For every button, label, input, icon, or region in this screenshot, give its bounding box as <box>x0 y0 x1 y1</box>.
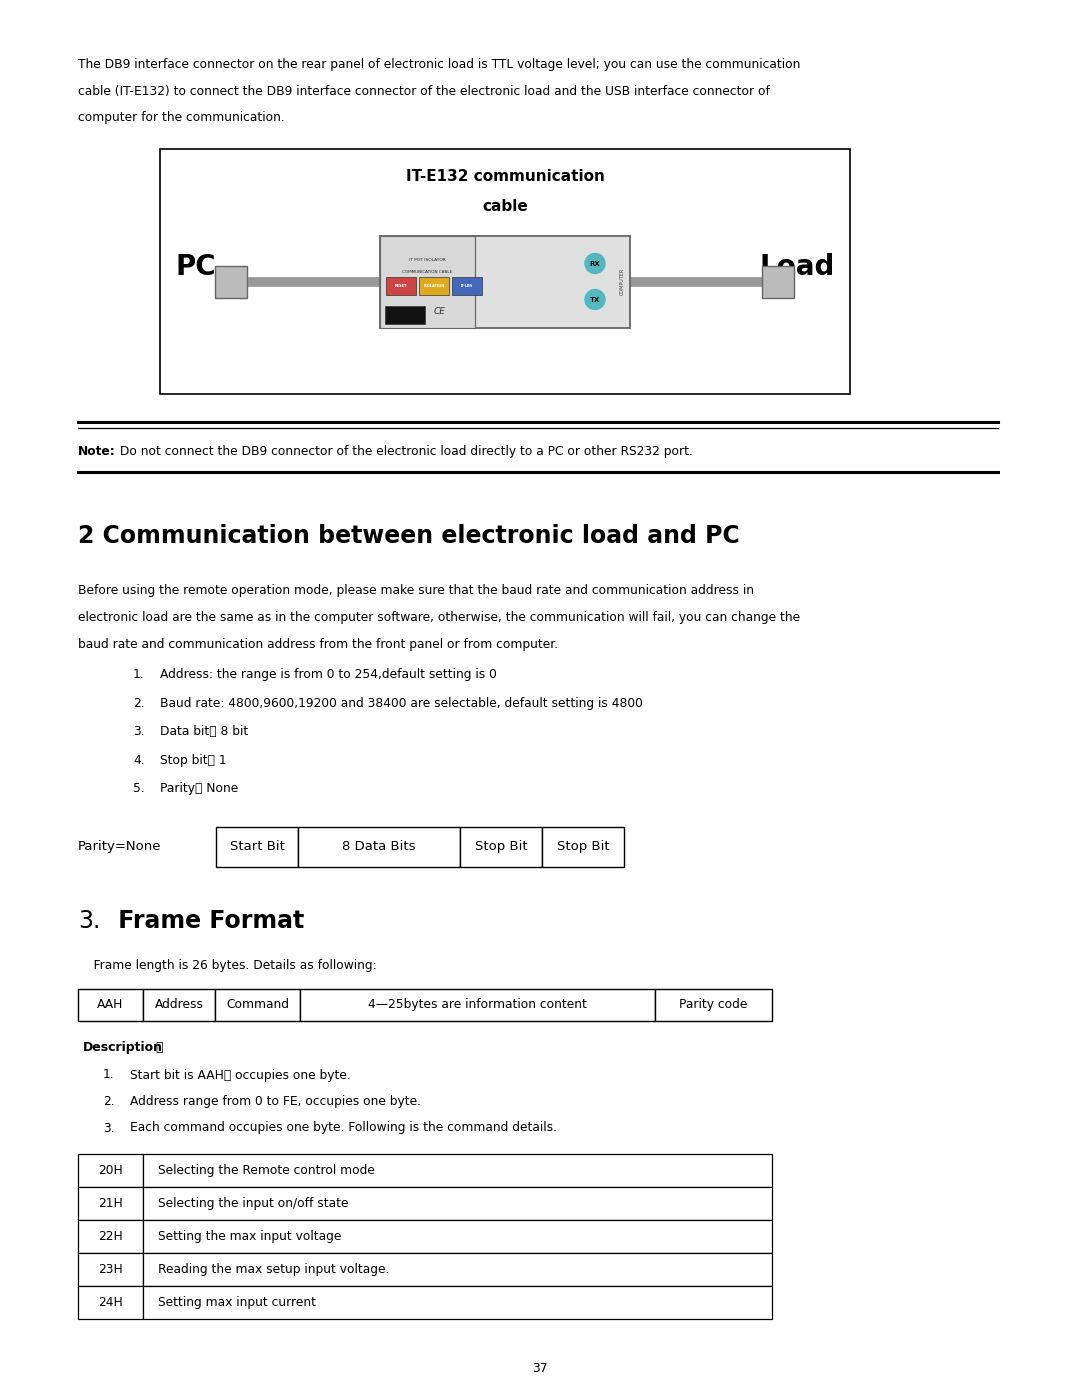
Text: The DB9 interface connector on the rear panel of electronic load is TTL voltage : The DB9 interface connector on the rear … <box>78 59 800 71</box>
Bar <box>215 989 300 1020</box>
Bar <box>143 1154 772 1187</box>
Text: cable: cable <box>482 198 528 214</box>
Bar <box>160 149 850 394</box>
Text: 3.: 3. <box>103 1122 114 1134</box>
Bar <box>78 1154 143 1187</box>
Bar <box>143 989 215 1020</box>
Bar <box>762 265 794 298</box>
Text: TX: TX <box>590 296 600 303</box>
Bar <box>78 989 143 1020</box>
Text: RESET: RESET <box>395 284 407 288</box>
Text: 2.: 2. <box>133 697 145 710</box>
Text: 1.: 1. <box>103 1069 114 1081</box>
Text: Stop Bit: Stop Bit <box>475 840 527 854</box>
Text: 5.: 5. <box>133 782 145 795</box>
Bar <box>143 1253 772 1287</box>
Bar <box>453 277 482 295</box>
Text: 37: 37 <box>532 1362 548 1376</box>
Text: 2 Communication between electronic load and PC: 2 Communication between electronic load … <box>78 524 740 548</box>
Text: 4.: 4. <box>133 753 145 767</box>
Text: Description: Description <box>83 1041 163 1053</box>
Text: Parity： None: Parity： None <box>160 782 239 795</box>
Bar <box>300 989 654 1020</box>
Text: AAH: AAH <box>97 997 124 1011</box>
Bar <box>78 1253 143 1287</box>
Text: Frame length is 26 bytes. Details as following:: Frame length is 26 bytes. Details as fol… <box>78 958 377 971</box>
Text: Baud rate: 4800,9600,19200 and 38400 are selectable, default setting is 4800: Baud rate: 4800,9600,19200 and 38400 are… <box>160 697 643 710</box>
Bar <box>215 265 247 298</box>
Circle shape <box>585 289 605 310</box>
Text: Start bit is AAH， occupies one byte.: Start bit is AAH， occupies one byte. <box>130 1069 351 1081</box>
Text: 24H: 24H <box>98 1296 123 1309</box>
Text: 20H: 20H <box>98 1164 123 1178</box>
Text: Frame Format: Frame Format <box>110 908 305 933</box>
Text: Selecting the Remote control mode: Selecting the Remote control mode <box>158 1164 375 1178</box>
Text: Each command occupies one byte. Following is the command details.: Each command occupies one byte. Followin… <box>130 1122 557 1134</box>
Text: Reading the max setup input voltage.: Reading the max setup input voltage. <box>158 1263 390 1275</box>
Bar <box>380 236 475 327</box>
Text: IT-LBS: IT-LBS <box>461 284 473 288</box>
Text: baud rate and communication address from the front panel or from computer.: baud rate and communication address from… <box>78 638 558 651</box>
Text: 23H: 23H <box>98 1263 123 1275</box>
Bar <box>298 827 460 866</box>
Text: COMPUTER: COMPUTER <box>620 268 624 295</box>
Bar <box>419 277 449 295</box>
Bar <box>143 1287 772 1319</box>
Text: 3.: 3. <box>133 725 145 738</box>
Text: Before using the remote operation mode, please make sure that the baud rate and : Before using the remote operation mode, … <box>78 584 754 597</box>
Text: Load: Load <box>759 253 835 281</box>
Bar <box>78 1187 143 1220</box>
Text: PC: PC <box>175 253 216 281</box>
Text: cable (IT-E132) to connect the DB9 interface connector of the electronic load an: cable (IT-E132) to connect the DB9 inter… <box>78 84 770 98</box>
Text: computer for the communication.: computer for the communication. <box>78 110 285 124</box>
Text: 2.: 2. <box>103 1095 114 1108</box>
Text: 8 Data Bits: 8 Data Bits <box>342 840 416 854</box>
Text: Data bit： 8 bit: Data bit： 8 bit <box>160 725 248 738</box>
Text: electronic load are the same as in the computer software, otherwise, the communi: electronic load are the same as in the c… <box>78 610 800 624</box>
Bar <box>143 1220 772 1253</box>
Text: IT POT ISOLATOR: IT POT ISOLATOR <box>409 257 446 261</box>
Text: COMMUNICATION CABLE: COMMUNICATION CABLE <box>403 270 453 274</box>
Text: Start Bit: Start Bit <box>230 840 284 854</box>
Text: Setting max input current: Setting max input current <box>158 1296 316 1309</box>
Bar <box>654 989 772 1020</box>
Text: Setting the max input voltage: Setting the max input voltage <box>158 1229 341 1243</box>
Bar <box>542 827 624 866</box>
Text: Address range from 0 to FE, occupies one byte.: Address range from 0 to FE, occupies one… <box>130 1095 421 1108</box>
Bar <box>216 827 298 866</box>
Text: 4—25bytes are information content: 4—25bytes are information content <box>368 997 586 1011</box>
Bar <box>78 1287 143 1319</box>
Bar <box>380 236 630 327</box>
Bar <box>386 277 416 295</box>
Text: 1.: 1. <box>133 668 145 680</box>
Text: RX: RX <box>590 260 600 267</box>
Text: Stop Bit: Stop Bit <box>556 840 609 854</box>
Text: CE: CE <box>433 307 445 316</box>
Text: 21H: 21H <box>98 1197 123 1210</box>
Bar <box>384 306 426 324</box>
Bar <box>78 1220 143 1253</box>
Text: Address: Address <box>154 997 203 1011</box>
Text: Parity code: Parity code <box>679 997 747 1011</box>
Text: Stop bit： 1: Stop bit： 1 <box>160 753 227 767</box>
Text: 3.: 3. <box>78 908 100 933</box>
Text: Selecting the input on/off state: Selecting the input on/off state <box>158 1197 349 1210</box>
Circle shape <box>585 253 605 274</box>
Text: Parity=None: Parity=None <box>78 840 162 854</box>
Text: ISOLATION: ISOLATION <box>423 284 445 288</box>
Text: Note:: Note: <box>78 446 116 458</box>
Text: Do not connect the DB9 connector of the electronic load directly to a PC or othe: Do not connect the DB9 connector of the … <box>116 446 693 458</box>
Bar <box>460 827 542 866</box>
Text: ：: ： <box>152 1041 164 1053</box>
Text: Command: Command <box>226 997 289 1011</box>
Text: 22H: 22H <box>98 1229 123 1243</box>
Bar <box>143 1187 772 1220</box>
Text: Address: the range is from 0 to 254,default setting is 0: Address: the range is from 0 to 254,defa… <box>160 668 497 680</box>
Text: IT-E132 communication: IT-E132 communication <box>406 169 605 184</box>
